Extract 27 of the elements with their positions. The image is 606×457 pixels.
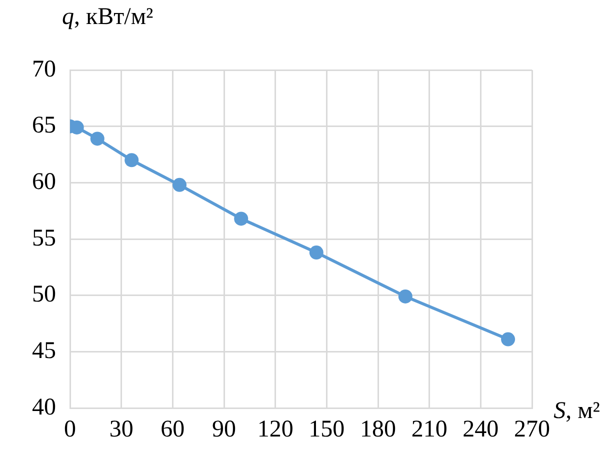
x-tick-label: 210 xyxy=(411,416,448,443)
y-tick-label: 65 xyxy=(32,112,56,139)
x-tick-label: 0 xyxy=(64,416,76,443)
x-tick-label: 240 xyxy=(462,416,499,443)
x-tick-label: 150 xyxy=(308,416,345,443)
y-tick-label: 70 xyxy=(32,56,56,82)
y-tick-label: 60 xyxy=(32,168,56,195)
x-tick-label: 180 xyxy=(360,416,396,443)
y-tick-label: 55 xyxy=(32,225,56,252)
x-axis-title: S, м² xyxy=(554,398,600,424)
point xyxy=(309,246,324,260)
y-tick-label: 45 xyxy=(32,338,56,364)
x-tick-label: 120 xyxy=(257,416,294,443)
point xyxy=(90,132,104,146)
y-tick-label: 40 xyxy=(32,394,56,420)
point xyxy=(70,120,84,134)
x-tick-label: 60 xyxy=(160,416,185,443)
x-tick-label: 30 xyxy=(109,416,134,443)
y-tick-label: 50 xyxy=(32,282,56,308)
point xyxy=(234,212,248,226)
x-tick-label: 270 xyxy=(514,416,550,443)
point xyxy=(501,332,516,346)
point xyxy=(124,153,139,168)
point xyxy=(172,178,187,192)
y-axis-title: q, кВт/м² xyxy=(62,4,154,30)
point xyxy=(398,289,412,304)
x-tick-label: 90 xyxy=(212,416,236,443)
